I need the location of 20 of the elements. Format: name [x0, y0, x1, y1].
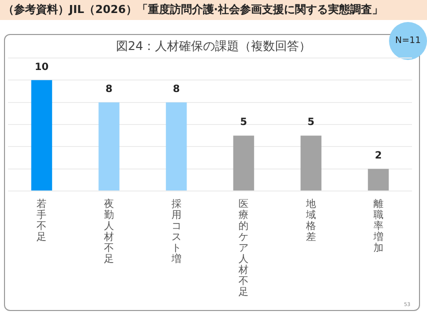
x-tick-label: 若手不足 [36, 198, 47, 244]
chart-title: 図24：人材確保の課題（複数回答） [116, 39, 312, 53]
data-label: 8 [106, 84, 113, 95]
data-label: 8 [172, 84, 180, 95]
x-tick-label: 地域格差 [305, 198, 316, 244]
bar [31, 80, 52, 190]
bar [368, 168, 389, 190]
bar [233, 136, 254, 190]
text: （参考資料）JIL（2026）「重度訪問介護·社会参画支援に関する実態調査」 [0, 0, 427, 20]
data-label: 5 [308, 117, 315, 128]
data-label: 2 [374, 150, 382, 162]
bar [166, 102, 187, 190]
x-tick-label: 夜勤人材不足 [103, 198, 114, 266]
data-label: 10 [34, 62, 49, 73]
x-tick-label: 離職率増加 [372, 198, 384, 254]
category-label: 医療的ケア人材不足 [238, 199, 249, 298]
bar [98, 102, 120, 190]
x-tick-label: 採用コスト増 [170, 198, 182, 266]
data-label: 5 [240, 117, 248, 128]
bar [300, 136, 322, 190]
